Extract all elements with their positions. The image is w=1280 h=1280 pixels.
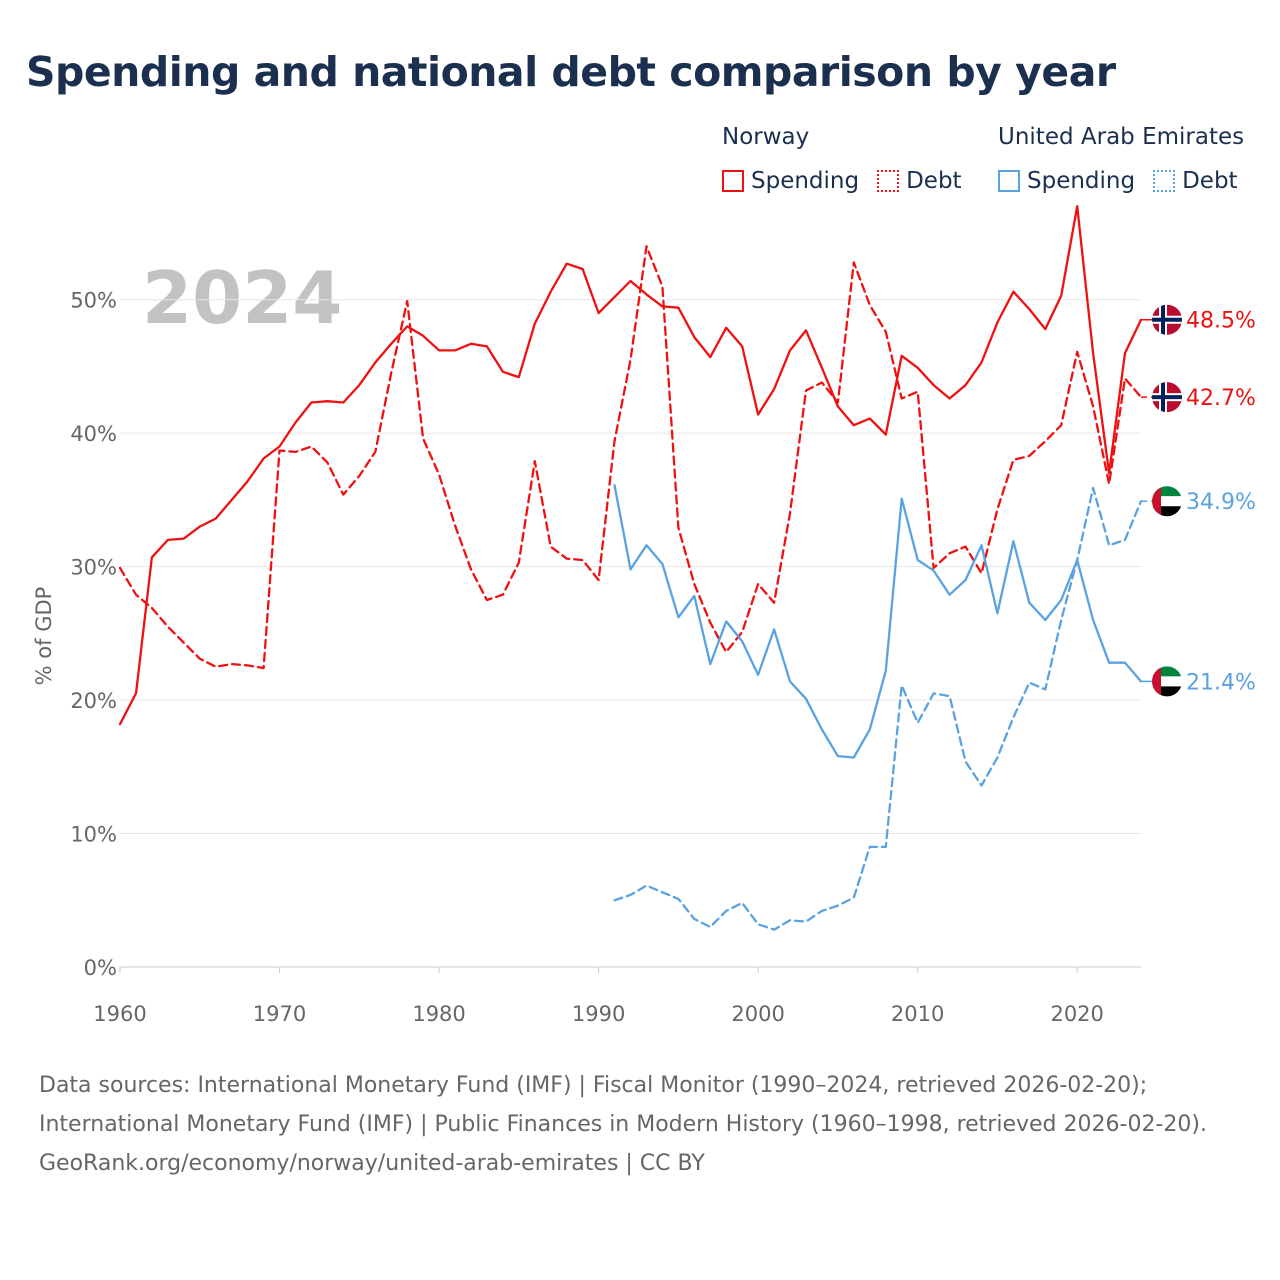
flag-stripe-white xyxy=(1152,676,1182,687)
legend-group-uae: United Arab Emirates Spending Debt xyxy=(998,124,1244,194)
uae-flag-icon xyxy=(1152,486,1182,517)
flag-cross-blue-h xyxy=(1152,317,1182,322)
x-tick-label: 1980 xyxy=(412,1002,465,1026)
y-axis-label: % of GDP xyxy=(32,587,56,686)
legend-item-label: Debt xyxy=(906,168,962,194)
series-line-united-arab-emirates-spending xyxy=(613,484,1143,759)
flag-cross-blue-v xyxy=(1161,382,1165,413)
year-label: 2024 xyxy=(142,256,342,340)
chart-title: Spending and national debt comparison by… xyxy=(26,48,1116,96)
end-value-label: 48.5% xyxy=(1186,309,1256,334)
end-value-label: 21.4% xyxy=(1186,670,1256,695)
series-line-united-arab-emirates-debt xyxy=(613,486,1143,931)
x-tick-label: 1990 xyxy=(572,1002,625,1026)
series-line-norway-debt xyxy=(118,245,1143,670)
solid-line-swatch-icon xyxy=(998,170,1020,192)
dashed-line-swatch-icon xyxy=(877,170,900,192)
dashed-line-swatch-icon xyxy=(1153,170,1176,192)
y-tick-label: 40% xyxy=(70,422,117,446)
y-tick-label: 20% xyxy=(70,689,117,713)
flag-cross-blue-h xyxy=(1152,395,1182,400)
legend-group-norway: Norway Spending Debt xyxy=(722,124,980,194)
flag-cross-blue-v xyxy=(1161,304,1165,335)
end-value-label: 34.9% xyxy=(1186,490,1256,515)
legend-item-label: Spending xyxy=(1027,168,1136,194)
legend-group-name: United Arab Emirates xyxy=(998,124,1245,150)
footer: Data sources: International Monetary Fun… xyxy=(39,1066,1239,1183)
flag-stripe-black xyxy=(1152,686,1182,697)
legend-group-name: Norway xyxy=(722,124,810,150)
legend-item-label: Spending xyxy=(751,168,860,194)
flag-bar-red xyxy=(1152,486,1161,517)
y-tick-label: 30% xyxy=(70,556,117,580)
x-tick-label: 2010 xyxy=(891,1002,944,1026)
norway-flag-icon xyxy=(1152,382,1182,413)
solid-line-swatch-icon xyxy=(722,170,744,192)
y-tick-label: 50% xyxy=(70,289,117,313)
flag-stripe-black xyxy=(1152,506,1182,517)
x-tick-label: 1960 xyxy=(93,1002,146,1026)
y-tick-label: 0% xyxy=(84,956,117,980)
x-tick-label: 2000 xyxy=(731,1002,784,1026)
x-tick-label: 2020 xyxy=(1050,1002,1103,1026)
norway-flag-icon xyxy=(1152,304,1182,335)
series-line-norway-spending xyxy=(118,205,1143,726)
data-sources: Data sources: International Monetary Fun… xyxy=(39,1073,1207,1137)
legend-item-uae-spending[interactable]: Spending xyxy=(998,168,1135,194)
flag-bar-red xyxy=(1152,666,1161,697)
uae-flag-icon xyxy=(1152,666,1182,697)
legend-item-uae-debt[interactable]: Debt xyxy=(1153,168,1238,194)
legend-item-norway-spending[interactable]: Spending xyxy=(722,168,859,194)
end-value-label: 42.7% xyxy=(1186,386,1256,411)
flag-stripe-white xyxy=(1152,496,1182,507)
flag-stripe-green xyxy=(1152,486,1182,497)
y-tick-label: 10% xyxy=(70,823,117,847)
flag-stripe-green xyxy=(1152,666,1182,677)
x-tick-label: 1970 xyxy=(253,1002,306,1026)
legend-item-norway-debt[interactable]: Debt xyxy=(877,168,962,194)
source-credit[interactable]: GeoRank.org/economy/norway/united-arab-e… xyxy=(39,1151,705,1176)
legend-item-label: Debt xyxy=(1182,168,1238,194)
